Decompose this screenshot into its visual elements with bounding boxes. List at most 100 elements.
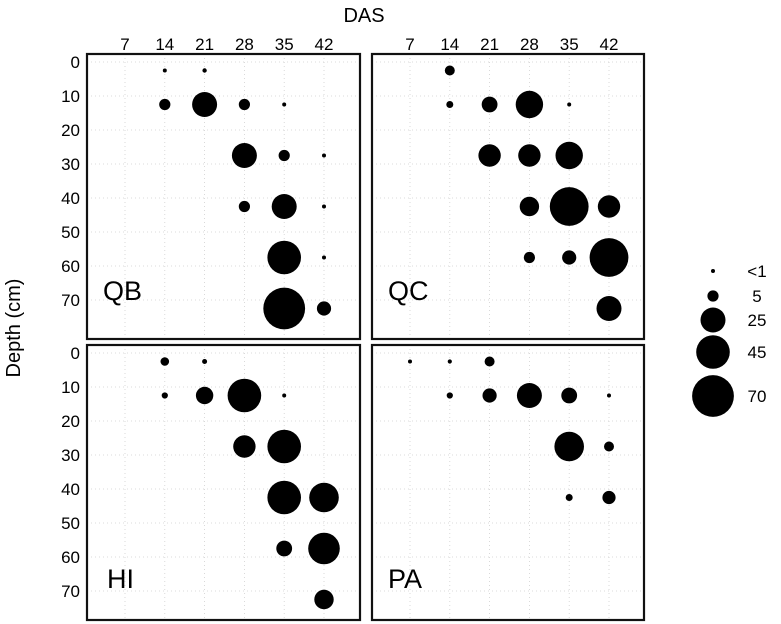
bubble-qc-das35-d42.5 — [549, 187, 589, 226]
panel-label: HI — [107, 564, 134, 594]
bubble-qc-das35-d57.5 — [562, 250, 577, 265]
y-tick-label: 30 — [61, 155, 80, 174]
panel-label: PA — [388, 564, 422, 594]
legend-label: <1 — [747, 262, 766, 281]
bubble-hi-das21-d2.5 — [202, 359, 208, 364]
legend-bubble — [692, 375, 734, 417]
bubble-pa-das42-d27.5 — [604, 441, 614, 452]
panel-border — [85, 343, 362, 622]
legend-label: 45 — [748, 343, 767, 362]
bubble-pa-das42-d42.5 — [602, 490, 616, 505]
bubble-hi-das35-d57.5 — [276, 540, 293, 557]
bubble-qb-das35-d42.5 — [271, 194, 297, 219]
bubble-qc-das21-d27.5 — [478, 144, 501, 167]
bubble-qb-das28-d27.5 — [231, 143, 257, 168]
y-tick-label: 30 — [61, 446, 80, 465]
y-tick-label: 50 — [61, 514, 80, 533]
bubble-qc-das42-d57.5 — [589, 238, 629, 277]
bubble-qc-das14-d12.5 — [446, 101, 454, 108]
y-tick-label: 70 — [61, 291, 80, 310]
bubble-hi-das21-d12.5 — [195, 386, 214, 405]
legend: <1 5 25 45 70 — [692, 262, 767, 417]
y-tick-label: 20 — [61, 121, 80, 140]
x-axis-title: DAS — [343, 5, 384, 27]
x-tick-label: 35 — [275, 35, 294, 54]
x-tick-label: 21 — [480, 35, 499, 54]
bubble-qc-das42-d72.5 — [596, 296, 622, 321]
x-tick-label: 42 — [315, 35, 334, 54]
bubble-hi-das14-d2.5 — [160, 357, 170, 366]
bubble-pa-das14-d12.5 — [446, 392, 453, 399]
legend-bubble — [696, 335, 730, 369]
bubble-qb-das21-d12.5 — [192, 92, 218, 117]
bubble-hi-das42-d42.5 — [309, 482, 339, 513]
y-tick-label: 70 — [61, 582, 80, 601]
y-tick-label: 0 — [71, 344, 80, 363]
panel-border — [370, 343, 646, 622]
bubble-qb-das42-d42.5 — [322, 204, 326, 209]
bubble-qb-das42-d57.5 — [322, 255, 326, 260]
bubble-qb-das28-d12.5 — [238, 98, 250, 111]
bubble-hi-das42-d57.5 — [308, 532, 340, 565]
bubble-qc-das28-d42.5 — [519, 196, 540, 217]
x-tick-label: 7 — [120, 35, 129, 54]
bubble-hi-das35-d27.5 — [267, 429, 302, 464]
bubble-qb-das42-d27.5 — [322, 153, 326, 158]
bubble-hi-das28-d12.5 — [227, 378, 262, 413]
bubble-qb-das21-d2.5 — [202, 68, 207, 73]
legend-label: 70 — [748, 387, 767, 406]
bubble-qc-das21-d12.5 — [481, 96, 498, 113]
legend-bubble — [707, 290, 719, 302]
bubble-qc-das28-d12.5 — [515, 90, 544, 119]
bubble-qb-das14-d2.5 — [162, 68, 167, 73]
bubble-hi-das35-d12.5 — [282, 393, 287, 398]
y-tick-label: 10 — [61, 87, 80, 106]
legend-label: 5 — [752, 287, 761, 306]
y-tick-label: 60 — [61, 548, 80, 567]
y-tick-label: 10 — [61, 378, 80, 397]
bubble-pa-das14-d2.5 — [447, 359, 452, 364]
bubble-pa-das28-d12.5 — [516, 383, 542, 408]
legend-label: 25 — [748, 311, 767, 330]
y-tick-label: 40 — [61, 480, 80, 499]
bubble-hi-das35-d42.5 — [267, 480, 302, 515]
panel-border — [85, 52, 362, 341]
bubble-pa-das21-d2.5 — [484, 356, 495, 367]
bubble-qb-das14-d12.5 — [159, 98, 171, 111]
bubble-pa-das7-d2.5 — [408, 359, 412, 364]
bubble-pa-das35-d42.5 — [565, 494, 573, 501]
bubble-qb-das35-d12.5 — [282, 102, 287, 107]
legend-bubble — [711, 269, 715, 273]
bubble-hi-das42-d72.5 — [314, 589, 334, 610]
y-tick-label: 20 — [61, 412, 80, 431]
panel-qc: 7 14 21 28 35 42 QC — [370, 35, 646, 341]
bubble-qc-das28-d57.5 — [523, 251, 536, 264]
panel-label: QC — [388, 276, 429, 306]
bubble-hi-das28-d27.5 — [233, 435, 256, 458]
bubble-qc-das14-d2.5 — [444, 65, 455, 76]
y-tick-label: 0 — [71, 53, 80, 72]
bubble-qc-das42-d42.5 — [597, 195, 621, 218]
bubble-pa-das35-d12.5 — [561, 387, 578, 404]
panel-pa: PA — [370, 343, 646, 622]
x-tick-label: 7 — [405, 35, 414, 54]
y-tick-label: 40 — [61, 189, 80, 208]
y-tick-label: 50 — [61, 223, 80, 242]
bubble-pa-das21-d12.5 — [482, 388, 497, 403]
panels: 7 14 21 28 35 42 0 10 20 30 40 50 60 70 QB 7 14 21 28 35 42 Q… — [61, 35, 646, 622]
panel-border — [370, 52, 646, 341]
bubble-qc-das35-d27.5 — [555, 141, 583, 170]
bubble-pa-das42-d12.5 — [607, 393, 611, 398]
bubble-qb-das35-d72.5 — [263, 287, 306, 330]
bubble-qc-das35-d12.5 — [567, 102, 572, 107]
bubble-qb-das35-d27.5 — [278, 149, 290, 162]
bubble-hi-das14-d12.5 — [161, 392, 168, 399]
x-tick-label: 42 — [600, 35, 619, 54]
x-tick-label: 21 — [195, 35, 214, 54]
bubble-qb-das42-d72.5 — [316, 301, 332, 316]
y-axis-title: Depth (cm) — [3, 279, 25, 378]
panel-qb: 7 14 21 28 35 42 0 10 20 30 40 50 60 70 QB — [61, 35, 362, 341]
panel-hi: 0 10 20 30 40 50 60 70 HI — [61, 343, 362, 622]
panel-label: QB — [103, 276, 142, 306]
